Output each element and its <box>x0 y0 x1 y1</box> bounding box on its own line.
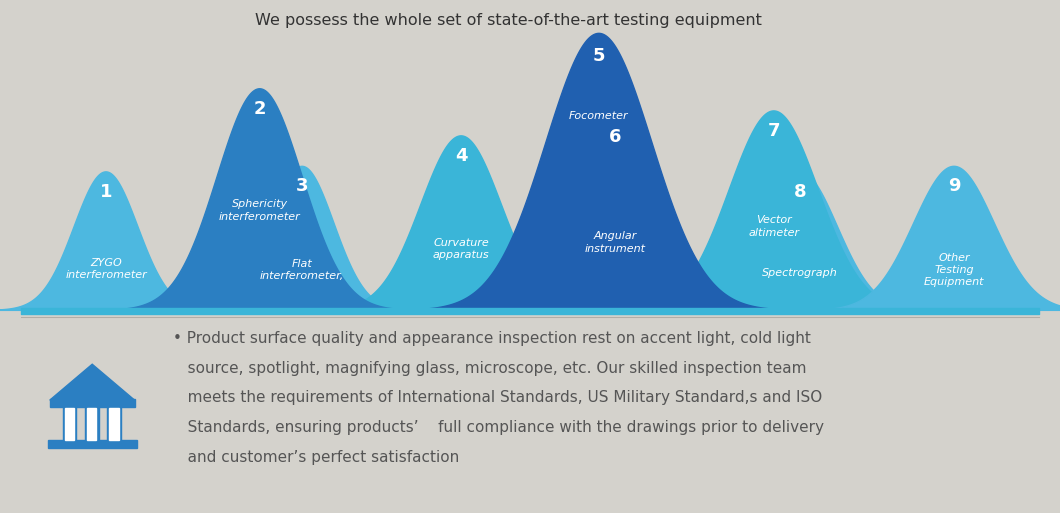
Text: 6: 6 <box>608 128 621 146</box>
Bar <box>85 406 99 441</box>
Bar <box>50 399 135 407</box>
Polygon shape <box>633 172 968 310</box>
Text: We possess the whole set of state-of-the-art testing equipment: We possess the whole set of state-of-the… <box>255 13 762 28</box>
Polygon shape <box>414 116 815 310</box>
Text: Focometer: Focometer <box>569 111 629 122</box>
Text: Spectrograph: Spectrograph <box>762 268 838 278</box>
Polygon shape <box>0 172 249 310</box>
Text: and customer’s perfect satisfaction: and customer’s perfect satisfaction <box>173 450 459 465</box>
Text: Curvature
apparatus: Curvature apparatus <box>432 238 490 261</box>
Text: 3: 3 <box>296 177 308 195</box>
Bar <box>65 408 74 440</box>
Bar <box>87 408 96 440</box>
Polygon shape <box>280 136 642 310</box>
Bar <box>63 406 76 441</box>
Polygon shape <box>773 166 1060 310</box>
Text: meets the requirements of International Standards, US Military Standard,s and IS: meets the requirements of International … <box>173 390 823 405</box>
Text: ZYGO
interferometer: ZYGO interferometer <box>65 258 147 280</box>
Text: Sphericity
interferometer: Sphericity interferometer <box>218 200 301 222</box>
Text: 8: 8 <box>794 183 807 201</box>
Text: 5: 5 <box>593 47 605 65</box>
Text: Standards, ensuring products’    full compliance with the drawings prior to deli: Standards, ensuring products’ full compl… <box>173 420 824 435</box>
Polygon shape <box>50 364 135 400</box>
Text: 7: 7 <box>767 122 780 140</box>
Polygon shape <box>69 89 450 310</box>
Polygon shape <box>573 111 974 310</box>
Text: Vector
altimeter: Vector altimeter <box>748 215 799 238</box>
Polygon shape <box>159 166 445 310</box>
Bar <box>48 440 137 448</box>
Text: Other
Testing
Equipment: Other Testing Equipment <box>923 252 985 287</box>
Text: • Product surface quality and appearance inspection rest on accent light, cold l: • Product surface quality and appearance… <box>173 331 811 346</box>
Bar <box>109 408 119 440</box>
Text: source, spotlight, magnifying glass, microscope, etc. Our skilled inspection tea: source, spotlight, magnifying glass, mic… <box>173 361 807 376</box>
Text: Angular
instrument: Angular instrument <box>584 231 646 254</box>
Text: Flat
interferometer,: Flat interferometer, <box>260 259 344 281</box>
Text: 4: 4 <box>455 147 467 165</box>
Text: 1: 1 <box>100 183 112 201</box>
Bar <box>107 406 121 441</box>
Polygon shape <box>360 33 837 310</box>
Text: 9: 9 <box>948 177 960 195</box>
Text: 2: 2 <box>253 100 266 118</box>
